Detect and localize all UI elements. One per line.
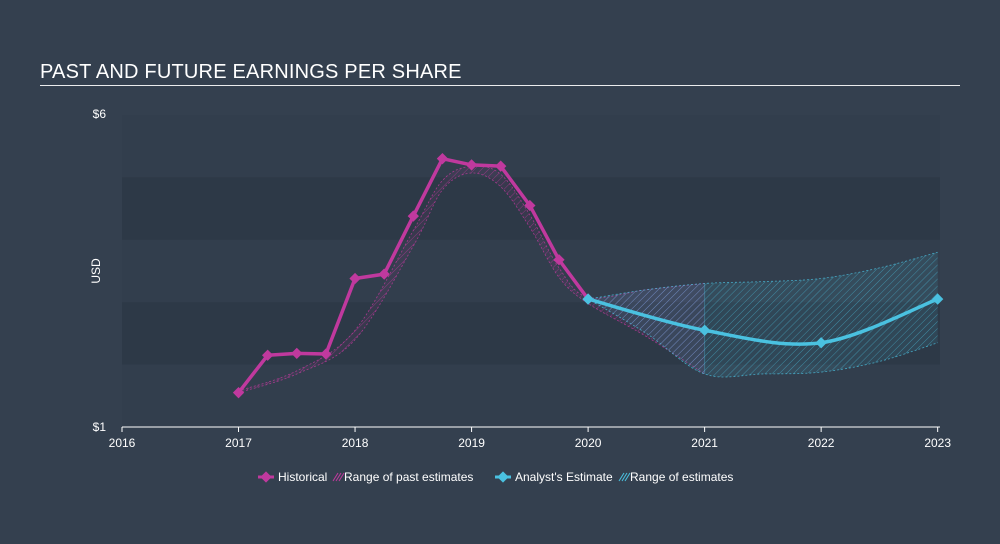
historical-point xyxy=(378,268,390,280)
legend-item: Analyst's Estimate xyxy=(495,470,613,484)
range-area xyxy=(238,165,705,393)
historical-point xyxy=(291,347,303,360)
legend-label: Analyst's Estimate xyxy=(515,470,613,484)
plot-band xyxy=(122,364,940,427)
legend-label: Historical xyxy=(278,470,327,484)
x-tick-label: 2019 xyxy=(458,436,485,450)
estimate-point xyxy=(698,324,711,336)
x-axis: 2016 2017 2018 2019 2020 2021 2022 2023 xyxy=(109,426,951,450)
estimate-point xyxy=(932,293,944,305)
x-tick-label: 2018 xyxy=(342,436,369,450)
legend-diamond-swatch xyxy=(497,471,509,483)
historical-point xyxy=(553,254,565,266)
legend-hatch-swatch xyxy=(618,472,625,482)
range-lower-edge xyxy=(238,172,705,394)
legend-hatch-swatch xyxy=(338,472,345,482)
historical-point xyxy=(261,349,274,361)
range-upper-edge xyxy=(588,251,938,300)
legend-hatch-swatch xyxy=(624,472,631,482)
historical-point xyxy=(407,210,419,222)
y-tick-label: $6 xyxy=(93,107,107,121)
range-area xyxy=(588,252,938,378)
x-tick-label: 2021 xyxy=(691,436,718,450)
legend-label: Range of estimates xyxy=(630,470,733,484)
series-points xyxy=(232,153,944,399)
chart-legend: Historical Range of past estimates Analyst… xyxy=(258,470,733,484)
analyst-estimate-line xyxy=(586,297,940,346)
historical-point xyxy=(436,153,449,165)
y-axis-label: USD xyxy=(89,258,103,284)
estimate-point xyxy=(815,337,827,349)
x-tick-label: 2022 xyxy=(808,436,835,450)
x-tick-label: 2023 xyxy=(924,436,951,450)
chart-title: PAST AND FUTURE EARNINGS PER SHARE xyxy=(40,61,462,83)
x-tick-label: 2020 xyxy=(575,436,602,450)
plot-band xyxy=(122,115,940,178)
x-tick-label: 2016 xyxy=(109,436,136,450)
y-tick-label: $1 xyxy=(93,420,107,434)
estimate-point xyxy=(582,293,594,305)
legend-hatch-swatch xyxy=(621,472,628,482)
background-bands xyxy=(122,115,940,427)
legend-item: Range of estimates xyxy=(618,470,733,484)
title-divider xyxy=(40,85,960,86)
range-lower-edge xyxy=(587,298,938,378)
legend-hatch-swatch xyxy=(332,472,339,482)
historical-point xyxy=(524,199,536,212)
historical-point xyxy=(495,160,507,172)
historical-point xyxy=(465,159,478,171)
legend-item: Historical xyxy=(258,470,327,484)
legend-item: Range of past estimates xyxy=(332,470,473,484)
historical-point xyxy=(349,272,361,285)
historical-point xyxy=(320,348,332,360)
legend-diamond-swatch xyxy=(260,471,272,483)
legend-label: Range of past estimates xyxy=(344,470,473,484)
y-axis: $6 $1 USD xyxy=(89,107,106,434)
x-tick-label: 2017 xyxy=(225,436,252,450)
historical-point xyxy=(232,387,245,399)
legend-hatch-swatch xyxy=(335,472,342,482)
